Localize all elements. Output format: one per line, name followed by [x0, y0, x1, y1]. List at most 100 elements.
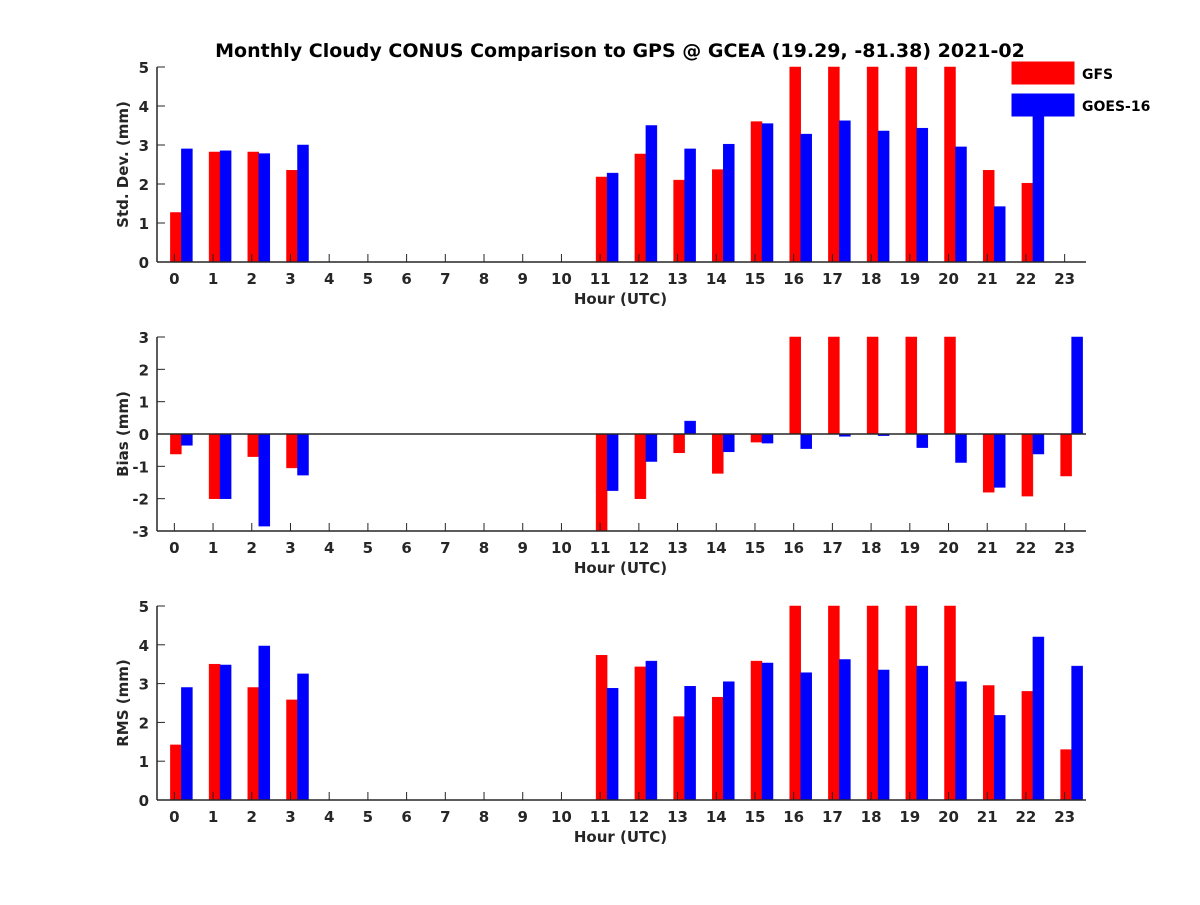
bar-goes-16-hour-0 — [181, 433, 193, 446]
bar-goes-16-hour-13 — [684, 420, 696, 435]
bar-gfs-hour-21 — [982, 433, 995, 493]
legend-swatch-goes16 — [1011, 93, 1075, 117]
bar-gfs-hour-18 — [866, 336, 879, 435]
x-tick-label: 17 — [822, 539, 843, 557]
bar-goes-16-hour-21 — [993, 715, 1006, 801]
bar-goes-16-hour-1 — [219, 433, 232, 499]
bar-goes-16-hour-3 — [297, 144, 309, 263]
x-tick-label: 22 — [1016, 539, 1037, 557]
bar-gfs-hour-14 — [712, 169, 724, 263]
bar-goes-16-hour-18 — [877, 130, 890, 263]
x-tick-label: 6 — [401, 270, 411, 288]
x-tick-label: 19 — [899, 808, 920, 826]
bar-gfs-hour-23 — [1060, 433, 1072, 477]
x-tick-label: 5 — [363, 270, 373, 288]
bar-goes-16-hour-19 — [916, 127, 929, 263]
x-tick-label: 23 — [1054, 270, 1075, 288]
bar-goes-16-hour-17 — [839, 659, 851, 801]
x-tick-label: 14 — [706, 270, 727, 288]
bar-gfs-hour-20 — [944, 336, 956, 435]
bar-goes-16-hour-16 — [800, 672, 812, 801]
y-tick-label: 0 — [139, 254, 149, 272]
bar-gfs-hour-1 — [208, 663, 221, 801]
bar-goes-16-hour-12 — [645, 125, 658, 263]
x-tick-label: 19 — [899, 539, 920, 557]
bar-gfs-hour-16 — [789, 605, 801, 801]
y-axis-label: RMS (mm) — [114, 659, 132, 746]
x-tick-label: 23 — [1054, 808, 1075, 826]
bar-goes-16-hour-11 — [606, 172, 619, 263]
bar-goes-16-hour-0 — [181, 687, 193, 801]
y-tick-label: 2 — [139, 176, 149, 194]
y-tick-label: 1 — [139, 753, 149, 771]
y-tick-label: 0 — [139, 426, 149, 444]
x-tick-label: 13 — [667, 270, 688, 288]
bar-goes-16-hour-19 — [916, 433, 929, 448]
bar-gfs-hour-12 — [634, 153, 647, 263]
bar-goes-16-hour-13 — [684, 148, 696, 263]
x-tick-label: 7 — [440, 808, 450, 826]
bar-gfs-hour-13 — [673, 433, 685, 454]
x-tick-label: 18 — [861, 539, 882, 557]
x-tick-label: 13 — [667, 808, 688, 826]
bar-gfs-hour-15 — [750, 660, 763, 801]
y-tick-label: 3 — [139, 137, 149, 155]
bar-gfs-hour-17 — [828, 66, 840, 263]
bar-goes-16-hour-3 — [297, 433, 309, 476]
bar-gfs-hour-11 — [595, 655, 608, 801]
y-tick-label: 3 — [139, 676, 149, 694]
bar-goes-16-hour-15 — [761, 662, 774, 801]
bar-goes-16-hour-20 — [955, 681, 967, 801]
y-tick-label: 0 — [139, 792, 149, 810]
bar-gfs-hour-21 — [982, 685, 995, 801]
bar-gfs-hour-16 — [789, 336, 801, 435]
x-tick-label: 10 — [551, 808, 572, 826]
legend-swatch-gfs — [1011, 61, 1075, 85]
x-tick-label: 20 — [938, 539, 959, 557]
bar-gfs-hour-20 — [944, 605, 956, 801]
bar-gfs-hour-1 — [208, 151, 221, 263]
bar-gfs-hour-0 — [170, 744, 182, 801]
bar-gfs-hour-0 — [170, 212, 182, 263]
x-tick-label: 5 — [363, 539, 373, 557]
y-tick-label: 2 — [139, 361, 149, 379]
x-tick-label: 6 — [401, 539, 411, 557]
x-tick-label: 4 — [324, 270, 334, 288]
bar-goes-16-hour-16 — [800, 433, 812, 449]
bar-goes-16-hour-23 — [1071, 665, 1083, 801]
x-tick-label: 11 — [590, 808, 611, 826]
x-tick-label: 5 — [363, 808, 373, 826]
bar-gfs-hour-19 — [905, 605, 918, 801]
x-tick-label: 10 — [551, 539, 572, 557]
bar-goes-16-hour-1 — [219, 664, 232, 801]
x-tick-label: 0 — [169, 270, 179, 288]
bar-gfs-hour-3 — [286, 170, 298, 263]
x-tick-label: 20 — [938, 808, 959, 826]
bar-goes-16-hour-19 — [916, 665, 929, 801]
x-tick-label: 1 — [208, 270, 218, 288]
x-tick-label: 12 — [628, 270, 649, 288]
x-tick-label: 17 — [822, 808, 843, 826]
x-tick-label: 16 — [783, 270, 804, 288]
x-tick-label: 0 — [169, 808, 179, 826]
bar-gfs-hour-22 — [1021, 182, 1034, 263]
x-tick-label: 7 — [440, 539, 450, 557]
bar-gfs-hour-2 — [247, 687, 260, 801]
bar-goes-16-hour-20 — [955, 433, 967, 463]
bar-gfs-hour-14 — [712, 696, 724, 801]
x-axis-label: Hour (UTC) — [574, 828, 667, 846]
x-tick-label: 7 — [440, 270, 450, 288]
y-tick-label: -3 — [132, 523, 149, 541]
y-tick-label: 3 — [139, 329, 149, 347]
y-tick-label: 5 — [139, 598, 149, 616]
bar-gfs-hour-22 — [1021, 691, 1034, 801]
bar-gfs-hour-11 — [595, 433, 608, 532]
x-tick-label: 1 — [208, 808, 218, 826]
bar-goes-16-hour-16 — [800, 133, 812, 263]
x-tick-label: 21 — [977, 270, 998, 288]
bar-gfs-hour-19 — [905, 336, 918, 435]
